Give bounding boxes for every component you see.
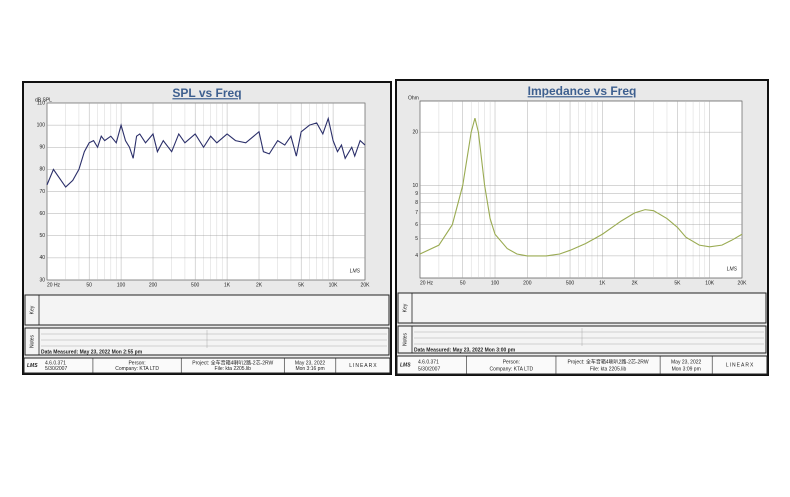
y-tick-label: 50 xyxy=(39,233,45,239)
y-tick-label: 30 xyxy=(39,277,45,283)
x-tick-label: 100 xyxy=(491,280,500,286)
y-tick-label: 5 xyxy=(415,236,418,242)
y-tick-label: 20 xyxy=(412,129,418,135)
footer-version: 4.6.0.371 xyxy=(45,360,66,366)
footer-company: Company: KTA LTD xyxy=(489,366,533,372)
footer xyxy=(23,357,391,374)
footer-date: May 23, 2022 xyxy=(295,360,326,366)
x-tick-label: 5K xyxy=(674,280,681,286)
key-box xyxy=(397,292,767,324)
series-line xyxy=(419,118,743,257)
chart-title: Impedance vs Freq xyxy=(528,84,637,98)
footer-logo: LMS xyxy=(27,363,38,369)
watermark: LMS xyxy=(727,266,738,272)
footer-file: File: kta 2205.lib xyxy=(215,366,252,372)
data-measured: Data Measured: May 23, 2022 Mon 3:00 pm xyxy=(414,347,516,353)
y-tick-label: 110 xyxy=(37,100,45,106)
x-tick-label: 500 xyxy=(191,282,200,288)
key-box xyxy=(24,294,390,326)
y-tick-label: 90 xyxy=(39,145,45,151)
x-tick-label: 5K xyxy=(298,282,305,288)
series-line xyxy=(46,116,366,188)
plot-area xyxy=(419,100,743,279)
footer-person: Person: xyxy=(503,359,520,365)
chart-title: SPL vs Freq xyxy=(172,86,241,100)
y-tick-label: 40 xyxy=(39,255,45,261)
x-tick-label: 2K xyxy=(256,282,263,288)
y-tick-label: 70 xyxy=(39,189,45,195)
x-tick-label: 1K xyxy=(224,282,231,288)
footer-time: Mon 3:09 pm xyxy=(672,366,701,372)
key-label: Key xyxy=(402,303,408,312)
y-tick-label: 9 xyxy=(415,191,418,197)
footer-build-date: 5/30/2007 xyxy=(418,366,440,372)
x-tick-label: 20 Hz xyxy=(47,282,61,288)
y-tick-label: 60 xyxy=(39,211,45,217)
footer-company: Company: KTA LTD xyxy=(115,366,159,372)
x-tick-label: 200 xyxy=(523,280,532,286)
y-tick-label: 8 xyxy=(415,200,418,206)
x-tick-label: 1K xyxy=(599,280,606,286)
x-tick-label: 50 xyxy=(86,282,92,288)
y-tick-label: 100 xyxy=(37,122,46,128)
footer-time: Mon 3:16 pm xyxy=(295,366,324,372)
x-tick-label: 100 xyxy=(117,282,126,288)
footer-brand: LINEARX xyxy=(349,363,377,369)
y-tick-label: 80 xyxy=(39,167,45,173)
x-tick-label: 200 xyxy=(149,282,158,288)
notes-label: Notes xyxy=(29,334,35,348)
y-tick-label: 6 xyxy=(415,222,418,228)
y-tick-label: 7 xyxy=(415,210,418,216)
y-axis-unit: Ohm xyxy=(408,95,419,101)
footer-date: May 23, 2022 xyxy=(671,359,702,365)
footer-project: Project: 全车音箱4喇叭2路-2芯-2RW xyxy=(192,359,273,366)
x-tick-label: 10K xyxy=(329,282,339,288)
x-tick-label: 20 Hz xyxy=(420,280,434,286)
data-measured: Data Measured: May 23, 2022 Mon 2:55 pm xyxy=(41,349,143,355)
footer-version: 4.6.0.371 xyxy=(418,359,439,365)
x-tick-label: 20K xyxy=(738,280,748,286)
y-tick-label: 4 xyxy=(415,253,418,259)
footer-file: File: kta 2205.lib xyxy=(590,366,627,372)
x-tick-label: 2K xyxy=(632,280,639,286)
footer-build-date: 5/30/2007 xyxy=(45,366,67,372)
key-label: Key xyxy=(29,305,35,314)
watermark: LMS xyxy=(350,268,361,274)
x-tick-label: 20K xyxy=(361,282,371,288)
footer-project: Project: 全车音箱4喇叭2路-2芯-2RW xyxy=(568,358,649,365)
x-tick-label: 500 xyxy=(566,280,575,286)
notes-label: Notes xyxy=(402,332,408,346)
footer-logo: LMS xyxy=(400,362,411,368)
x-tick-label: 50 xyxy=(460,280,466,286)
y-axis-unit: dB SPL xyxy=(35,97,52,103)
footer xyxy=(396,355,768,375)
x-tick-label: 10K xyxy=(705,280,715,286)
y-tick-label: 10 xyxy=(412,183,418,189)
footer-brand: LINEARX xyxy=(726,362,754,368)
footer-person: Person: xyxy=(128,360,145,366)
